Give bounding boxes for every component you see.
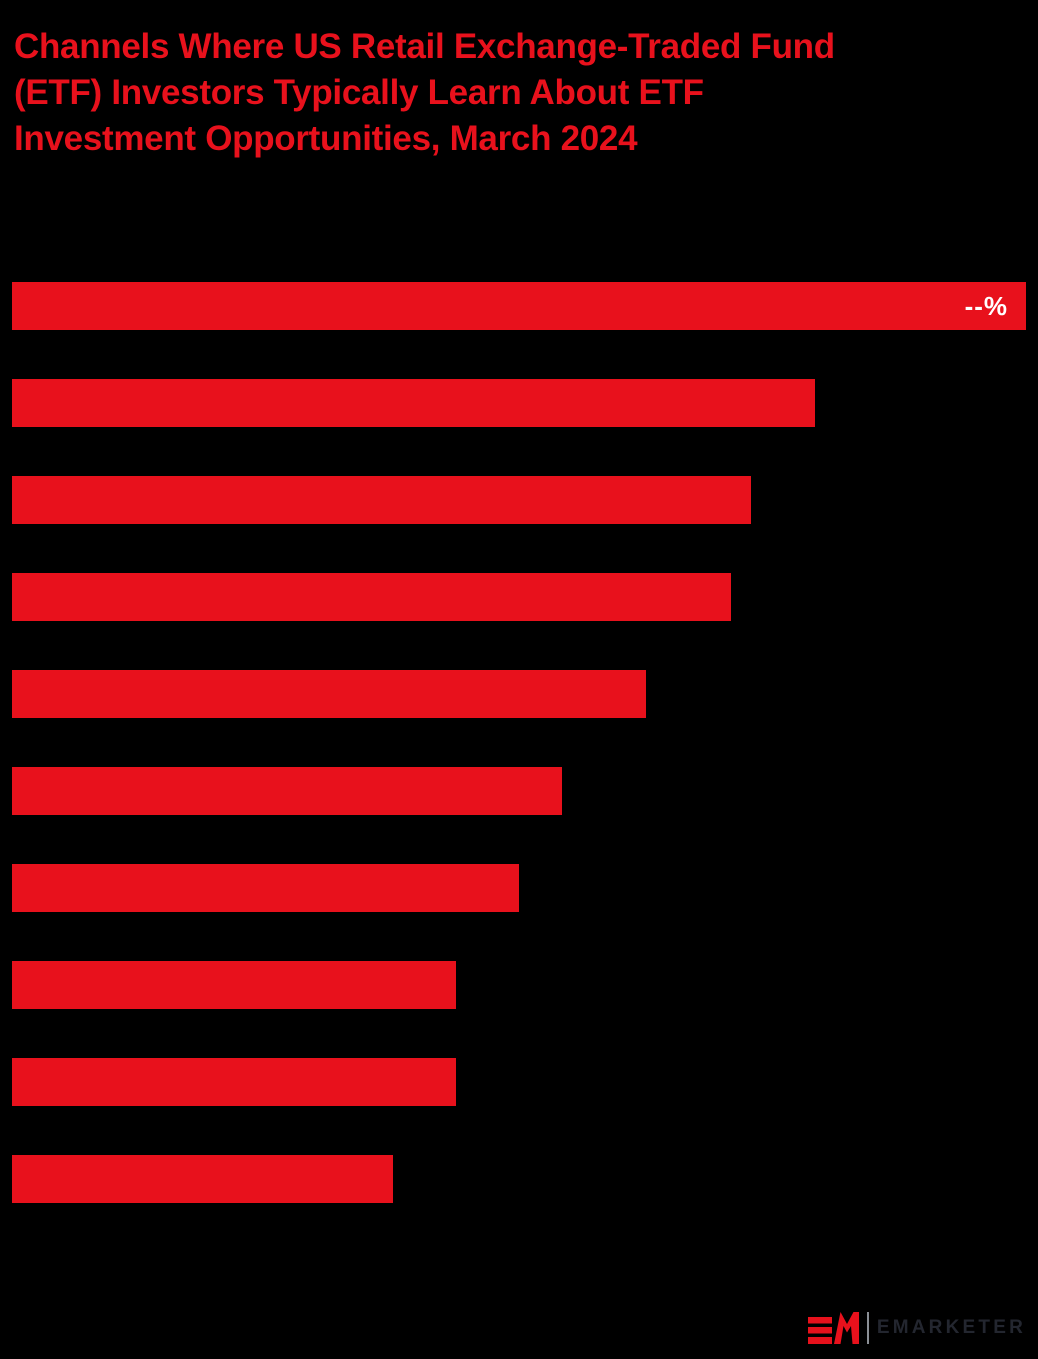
chart-title-line-1: Channels Where US Retail Exchange-Traded… (14, 27, 835, 66)
bar-row-2 (12, 379, 1026, 427)
bar-4 (12, 573, 731, 621)
emarketer-logo-wordmark: EMARKETER (876, 1317, 1026, 1338)
bar-row-8 (12, 961, 1026, 1009)
bar-9 (12, 1058, 456, 1106)
bar-chart: --% (12, 282, 1026, 1203)
logo-divider (866, 1312, 869, 1344)
monogram-e-bar (807, 1316, 832, 1323)
bar-3 (12, 476, 751, 524)
monogram-e-bar (807, 1326, 832, 1333)
bar-row-1: --% (12, 282, 1026, 330)
emarketer-monogram-icon (807, 1311, 859, 1344)
monogram-m-shape (833, 1311, 859, 1344)
bar-row-6 (12, 767, 1026, 815)
bar-row-5 (12, 670, 1026, 718)
bar-value-label: --% (964, 290, 1008, 321)
bar-row-4 (12, 573, 1026, 621)
bar-10 (12, 1155, 393, 1203)
chart-title-line-3: Investment Opportunities, March 2024 (14, 119, 638, 158)
bar-row-10 (12, 1155, 1026, 1203)
monogram-e-bar (807, 1336, 832, 1344)
bar-2 (12, 379, 815, 427)
bar-1: --% (12, 282, 1026, 330)
bar-row-9 (12, 1058, 1026, 1106)
bar-row-7 (12, 864, 1026, 912)
chart-title-line-2: (ETF) Investors Typically Learn About ET… (14, 73, 704, 112)
emarketer-logo: EMARKETER (806, 1311, 1026, 1345)
bar-8 (12, 961, 456, 1009)
chart-title: Channels Where US Retail Exchange-Traded… (14, 24, 1024, 162)
bar-7 (12, 864, 519, 912)
bar-row-3 (12, 476, 1026, 524)
bar-5 (12, 670, 646, 718)
bar-6 (12, 767, 562, 815)
